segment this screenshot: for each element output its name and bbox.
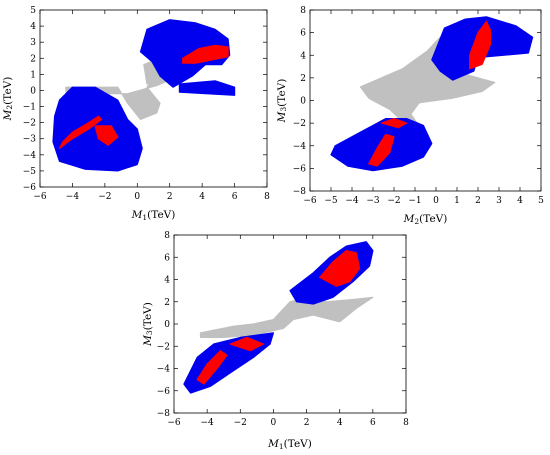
y-tick-label: −2 — [23, 119, 36, 129]
x-tick-label: 0 — [433, 196, 439, 206]
x-tick-label: −5 — [324, 196, 338, 206]
y-tick-label: 4 — [300, 51, 306, 61]
x-tick-label: 4 — [199, 192, 205, 202]
y-tick-label: 3 — [30, 38, 36, 48]
x-tick-label: 6 — [370, 418, 376, 428]
series-2-region-2 — [183, 332, 274, 394]
y-tick-label: −6 — [157, 387, 171, 397]
y-tick-label: 4 — [164, 276, 170, 286]
y-tick-label: 0 — [300, 97, 306, 107]
x-axis-label: M1(TeV) — [131, 209, 176, 222]
x-tick-label: −6 — [167, 418, 181, 428]
series-1 — [199, 296, 374, 338]
series-2-region-1 — [139, 19, 231, 88]
x-tick-label: 1 — [454, 196, 460, 206]
y-tick-label: −6 — [293, 164, 307, 174]
y-tick-label: 2 — [30, 54, 36, 64]
plot-area — [330, 16, 534, 172]
x-axis-label: M2(TeV) — [403, 213, 448, 226]
series-3-region-2 — [196, 350, 228, 385]
y-tick-label: 8 — [164, 231, 170, 241]
y-tick-label: −2 — [293, 119, 306, 129]
chart-panel-1: −6 −4 −2 0 2 4 6 8 −6 −5 −4 −3 −2 −1 0 1 2 3 4 5 M1(TeV) M2(T… — [2, 6, 270, 222]
x-tick-label: 0 — [134, 192, 140, 202]
series-3-region-3 — [380, 117, 408, 129]
y-tick-label: −4 — [23, 151, 37, 161]
x-tick-label: −4 — [66, 192, 80, 202]
x-tick-label: 8 — [403, 418, 409, 428]
plot-area — [52, 19, 236, 172]
y-tick-label: 6 — [300, 29, 306, 39]
x-tick-label: −1 — [408, 196, 421, 206]
y-tick-label: −4 — [157, 365, 171, 375]
series-3-region-2 — [368, 133, 395, 167]
x-tick-label: −6 — [33, 192, 47, 202]
y-tick-label: −6 — [23, 183, 37, 193]
y-axis-label: M3(TeV) — [276, 79, 288, 124]
series-3-region-1 — [319, 250, 361, 287]
y-tick-label: −4 — [293, 142, 307, 152]
series-3 — [58, 44, 229, 149]
x-tick-label: −2 — [234, 418, 247, 428]
series-3-region-1 — [182, 44, 229, 64]
y-tick-label: 2 — [164, 298, 170, 308]
y-tick-label: 8 — [300, 6, 306, 16]
x-tick-label: 8 — [264, 192, 270, 202]
x-axis-label: M1(TeV) — [267, 438, 312, 451]
y-tick-label: −3 — [23, 135, 37, 145]
series-3 — [196, 250, 361, 385]
x-tick-label: 0 — [271, 418, 277, 428]
x-tick-label: 6 — [232, 192, 238, 202]
y-axis-label: M3(TeV) — [142, 302, 154, 347]
series-3 — [368, 20, 492, 167]
x-tick-label: 2 — [167, 192, 173, 202]
series-1-region-1 — [199, 296, 374, 338]
y-tick-label: 1 — [30, 70, 36, 80]
series-2-region-2 — [178, 80, 236, 96]
x-tick-label: −4 — [201, 418, 215, 428]
x-tick-label: −6 — [303, 196, 317, 206]
y-tick-label: 0 — [30, 86, 36, 96]
x-tick-label: 3 — [496, 196, 502, 206]
series-3-region-2 — [58, 115, 103, 149]
y-tick-label: −1 — [23, 103, 36, 113]
x-tick-label: 4 — [337, 418, 343, 428]
x-tick-label: 5 — [538, 196, 544, 206]
y-tick-label: −8 — [157, 409, 171, 419]
y-tick-label: −8 — [293, 187, 307, 197]
series-3-region-3 — [229, 336, 265, 352]
y-axis-label: M2(TeV) — [2, 77, 14, 122]
plot-frame — [39, 9, 268, 188]
y-tick-label: 2 — [300, 74, 306, 84]
y-tick-label: 6 — [164, 253, 170, 263]
x-tick-label: −3 — [366, 196, 380, 206]
series-1 — [359, 36, 496, 133]
chart-panel-2: −6 −5 −4 −3 −2 −1 0 1 2 3 4 5−8−6−4−202468M2(TeV)M3… — [276, 6, 544, 226]
series-3-region-1 — [469, 20, 492, 70]
x-tick-label: 4 — [517, 196, 523, 206]
x-tick-label: 2 — [475, 196, 481, 206]
y-tick-label: 0 — [164, 320, 170, 330]
x-tick-label: −2 — [387, 196, 400, 206]
y-tick-label: −2 — [157, 342, 170, 352]
series-1-region-1 — [359, 36, 496, 133]
x-tick-label: −2 — [98, 192, 111, 202]
series-3-region-3 — [94, 125, 119, 146]
y-tick-label: −5 — [23, 167, 37, 177]
x-tick-label: 2 — [304, 418, 310, 428]
plot-area — [183, 241, 374, 394]
y-tick-label: 4 — [30, 22, 36, 32]
y-tick-label: 5 — [30, 6, 36, 16]
x-tick-label: −4 — [345, 196, 359, 206]
